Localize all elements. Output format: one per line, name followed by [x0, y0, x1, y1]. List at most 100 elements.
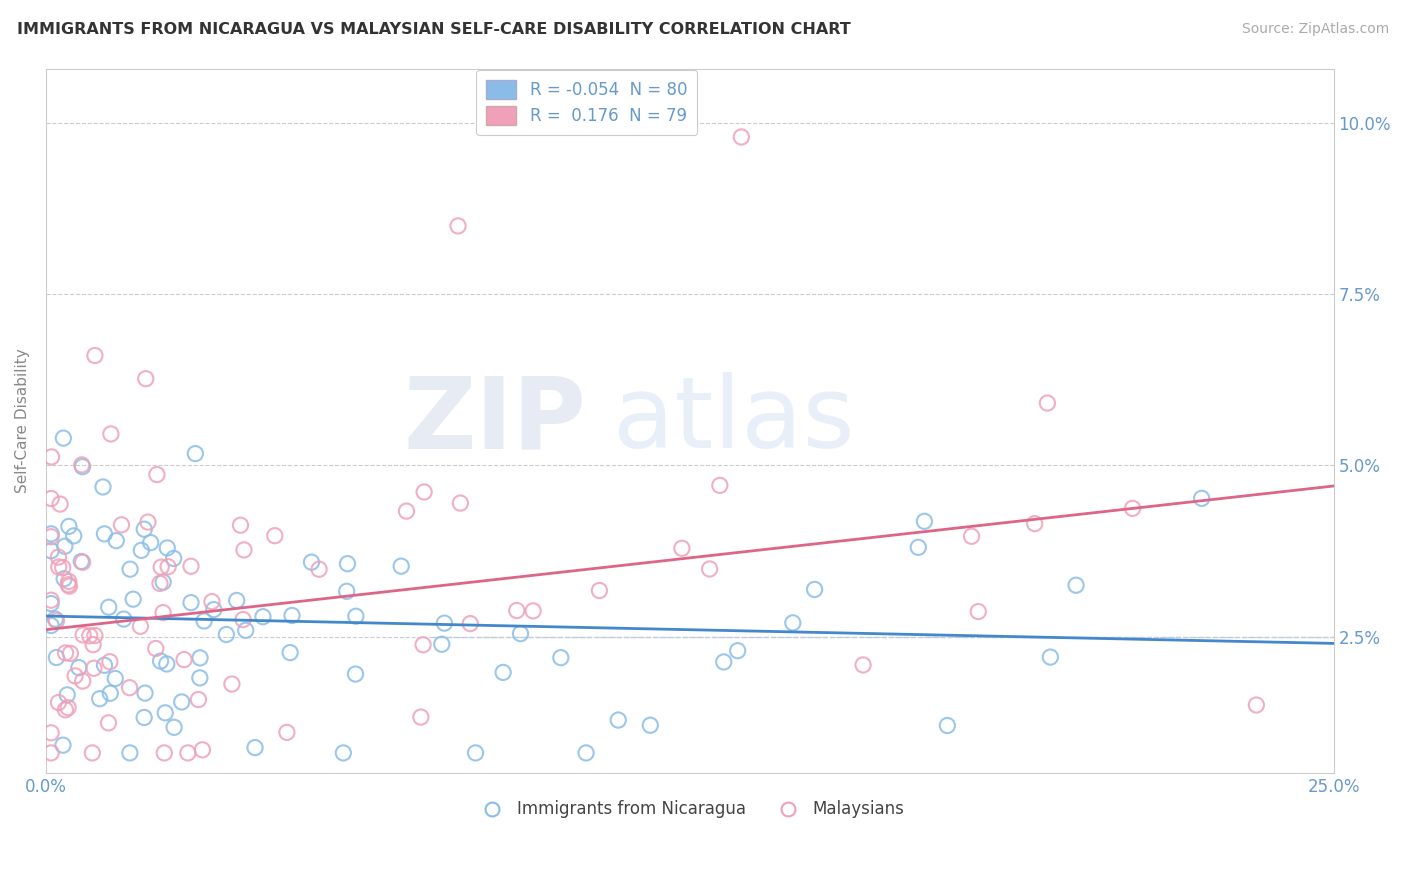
Point	[492, 665, 515, 680]
Point	[48, 696, 70, 710]
Point	[1036, 396, 1059, 410]
Point	[72, 674, 94, 689]
Point	[72, 459, 94, 474]
Point	[145, 641, 167, 656]
Point	[67, 660, 90, 674]
Point	[98, 655, 121, 669]
Point	[52, 738, 75, 752]
Point	[53, 572, 76, 586]
Point	[638, 718, 661, 732]
Point	[97, 715, 120, 730]
Point	[967, 605, 990, 619]
Point	[129, 619, 152, 633]
Point	[395, 504, 418, 518]
Point	[671, 541, 693, 556]
Point	[41, 450, 63, 464]
Point	[97, 600, 120, 615]
Point	[782, 615, 804, 630]
Point	[149, 654, 172, 668]
Point	[135, 372, 157, 386]
Point	[263, 529, 285, 543]
Point	[104, 672, 127, 686]
Point	[62, 529, 84, 543]
Point	[191, 743, 214, 757]
Point	[225, 593, 247, 607]
Point	[93, 658, 115, 673]
Point	[281, 608, 304, 623]
Point	[509, 626, 531, 640]
Point	[235, 624, 257, 638]
Point	[153, 746, 176, 760]
Point	[607, 713, 630, 727]
Point	[188, 651, 211, 665]
Point	[105, 533, 128, 548]
Point	[131, 543, 153, 558]
Point	[1246, 698, 1268, 712]
Point	[413, 485, 436, 500]
Point	[430, 637, 453, 651]
Point	[713, 655, 735, 669]
Point	[82, 746, 104, 760]
Point	[152, 606, 174, 620]
Point	[89, 691, 111, 706]
Point	[730, 130, 752, 145]
Point	[575, 746, 598, 760]
Point	[936, 718, 959, 732]
Point	[803, 582, 825, 597]
Point	[56, 700, 79, 714]
Point	[188, 671, 211, 685]
Point	[709, 478, 731, 492]
Point	[39, 618, 62, 632]
Text: ZIP: ZIP	[404, 373, 586, 469]
Point	[58, 519, 80, 533]
Point	[180, 596, 202, 610]
Point	[48, 550, 70, 565]
Point	[907, 541, 929, 555]
Point	[699, 562, 721, 576]
Point	[308, 562, 330, 576]
Point	[336, 584, 359, 599]
Point	[134, 686, 156, 700]
Point	[72, 628, 94, 642]
Point	[83, 661, 105, 675]
Point	[112, 612, 135, 626]
Point	[39, 530, 62, 544]
Point	[63, 669, 86, 683]
Point	[1122, 501, 1144, 516]
Point	[412, 638, 434, 652]
Point	[79, 629, 101, 643]
Point	[110, 517, 132, 532]
Point	[52, 431, 75, 445]
Point	[184, 447, 207, 461]
Point	[433, 616, 456, 631]
Point	[588, 583, 610, 598]
Point	[56, 688, 79, 702]
Point	[243, 740, 266, 755]
Point	[173, 652, 195, 666]
Point	[150, 560, 173, 574]
Point	[1039, 650, 1062, 665]
Point	[120, 562, 142, 576]
Point	[550, 650, 572, 665]
Point	[118, 746, 141, 760]
Point	[98, 686, 121, 700]
Point	[82, 638, 104, 652]
Point	[344, 609, 367, 624]
Point	[187, 692, 209, 706]
Point	[506, 603, 529, 617]
Point	[960, 529, 983, 543]
Point	[278, 646, 301, 660]
Point	[215, 627, 238, 641]
Point	[177, 746, 200, 760]
Point	[409, 710, 432, 724]
Point	[344, 667, 367, 681]
Point	[53, 703, 76, 717]
Point	[458, 616, 481, 631]
Point	[180, 559, 202, 574]
Point	[163, 720, 186, 734]
Point	[155, 706, 177, 720]
Point	[39, 726, 62, 740]
Point	[449, 496, 471, 510]
Point	[149, 576, 172, 591]
Point	[39, 491, 62, 506]
